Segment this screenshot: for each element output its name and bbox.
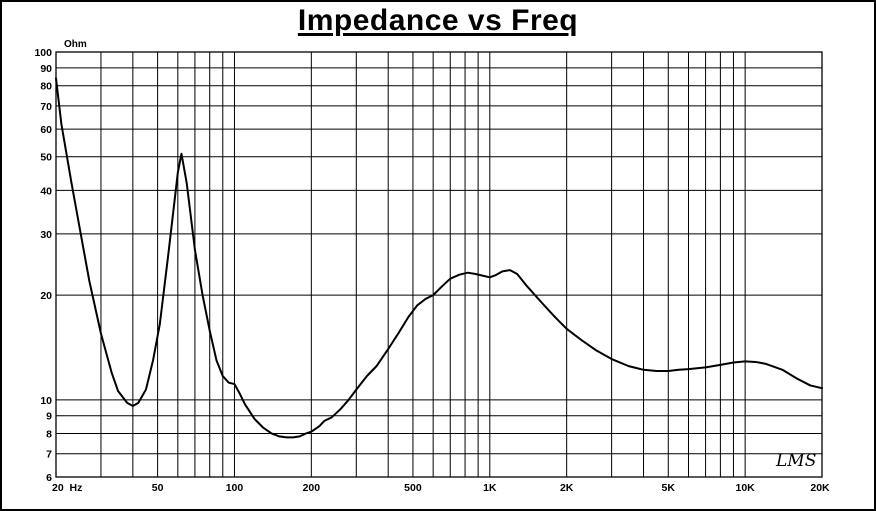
x-tick-label: 100 xyxy=(226,482,244,494)
x-tick-label: 500 xyxy=(404,482,422,494)
lms-signature: LMS xyxy=(775,451,816,471)
y-tick-label: 80 xyxy=(40,81,52,93)
x-tick-label: 10K xyxy=(736,482,756,494)
y-tick-label: 60 xyxy=(40,124,52,136)
x-tick-label: 5K xyxy=(662,482,676,494)
y-tick-label: 7 xyxy=(46,449,52,461)
curve-layer xyxy=(55,77,823,439)
y-tick-label: 6 xyxy=(46,472,52,484)
y-tick-label: 70 xyxy=(40,101,52,113)
label-layer: 6 7 8 9 10 20 30 40 50 60 70 80 90 100 20 Hz 50 100 200 50… xyxy=(34,47,830,494)
y-tick-label: 20 xyxy=(40,290,52,302)
y-tick-label: 100 xyxy=(34,47,52,59)
plot-border xyxy=(55,51,823,478)
y-tick-label: 90 xyxy=(40,63,52,75)
y-tick-label: 40 xyxy=(40,185,52,197)
x-tick-label: 20 Hz xyxy=(52,482,82,494)
y-tick-label: 9 xyxy=(46,411,52,423)
y-tick-label: 8 xyxy=(46,429,52,441)
y-tick-label: 10 xyxy=(40,395,52,407)
y-tick-label: 50 xyxy=(40,152,52,164)
grid-layer xyxy=(56,52,822,477)
x-tick-label: 200 xyxy=(303,482,321,494)
x-tick-label: 1K xyxy=(483,482,497,494)
impedance-curve xyxy=(55,77,823,439)
x-tick-label: 20K xyxy=(810,482,830,494)
y-unit-label: Ohm xyxy=(64,39,87,50)
x-tick-label: 50 xyxy=(152,482,164,494)
x-tick-label: 2K xyxy=(560,482,574,494)
chart-title: Impedance vs Freq xyxy=(297,4,579,37)
y-tick-label: 30 xyxy=(40,229,52,241)
